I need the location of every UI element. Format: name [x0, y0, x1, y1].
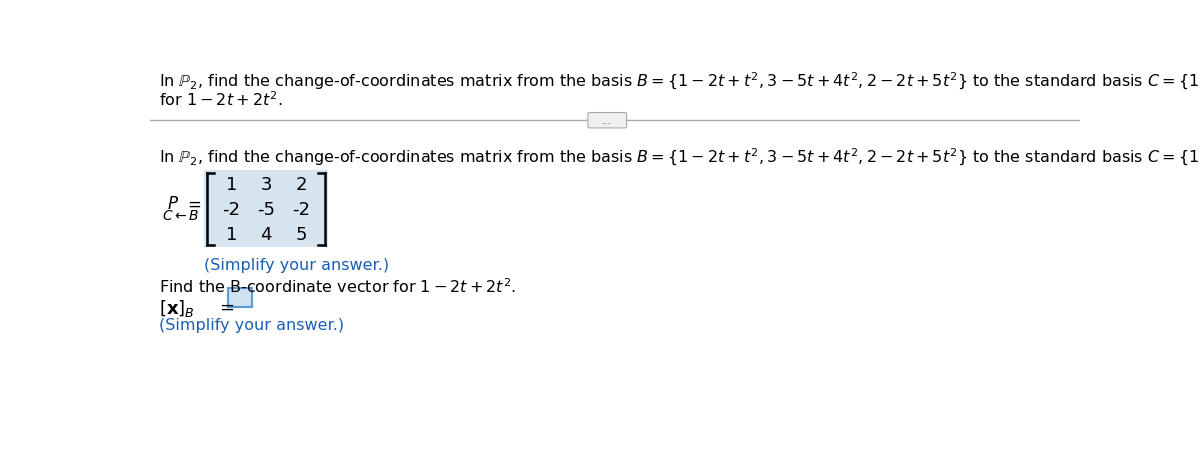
Text: 1: 1	[226, 226, 238, 244]
Text: 1: 1	[226, 176, 238, 194]
FancyBboxPatch shape	[204, 171, 329, 248]
Text: $C\leftarrow B$: $C\leftarrow B$	[162, 208, 199, 222]
Text: 5: 5	[295, 226, 307, 244]
Text: for $1 - 2t + 2t^2$.: for $1 - 2t + 2t^2$.	[160, 90, 283, 109]
Text: ...: ...	[602, 116, 612, 126]
Text: $=$: $=$	[184, 194, 202, 212]
Text: -2: -2	[292, 200, 310, 218]
Text: 4: 4	[260, 226, 272, 244]
Text: In $\mathbb{P}_2$, find the change-of-coordinates matrix from the basis $B = \{1: In $\mathbb{P}_2$, find the change-of-co…	[160, 71, 1200, 92]
Text: $[\mathbf{x}]_B$: $[\mathbf{x}]_B$	[160, 297, 196, 318]
Text: Find the B-coordinate vector for $1 - 2t + 2t^2$.: Find the B-coordinate vector for $1 - 2t…	[160, 277, 516, 295]
Text: 2: 2	[295, 176, 307, 194]
Text: (Simplify your answer.): (Simplify your answer.)	[204, 257, 389, 272]
Text: $P$: $P$	[167, 194, 179, 212]
FancyBboxPatch shape	[588, 113, 626, 129]
Text: -5: -5	[257, 200, 275, 218]
FancyBboxPatch shape	[228, 289, 252, 307]
Text: (Simplify your answer.): (Simplify your answer.)	[160, 317, 344, 332]
Text: In $\mathbb{P}_2$, find the change-of-coordinates matrix from the basis $B = \{1: In $\mathbb{P}_2$, find the change-of-co…	[160, 146, 1200, 167]
Text: -2: -2	[222, 200, 240, 218]
Text: $=$: $=$	[216, 297, 234, 315]
Text: 3: 3	[260, 176, 272, 194]
